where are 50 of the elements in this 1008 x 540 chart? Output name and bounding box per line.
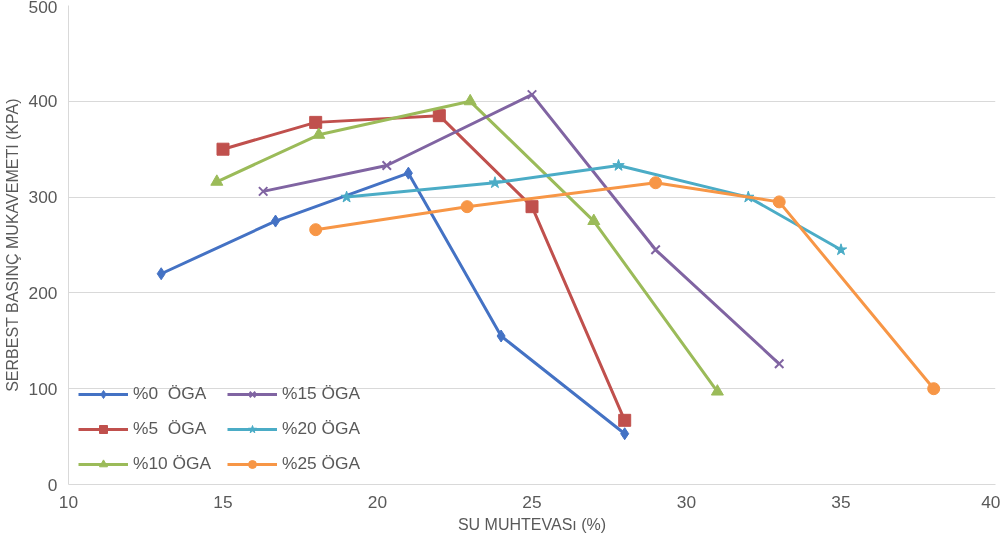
point — [927, 382, 941, 396]
point — [460, 200, 474, 214]
y-tick-label: 500 — [28, 0, 58, 17]
point — [834, 243, 848, 256]
x-axis-title: SU MUHTEVASı (%) — [457, 515, 607, 533]
point — [488, 176, 502, 189]
x-tick-label: 15 — [213, 491, 233, 512]
x-tick-label: 10 — [58, 491, 79, 512]
point — [773, 358, 785, 370]
point — [156, 267, 166, 281]
legend-label: %20 ÖGA — [282, 418, 361, 439]
y-axis-title: SERBEST BASINÇ MUKAVEMETI (KPA) — [3, 98, 21, 392]
point — [210, 174, 224, 186]
point — [612, 158, 625, 171]
y-tick-label: 200 — [28, 282, 58, 303]
legend-label: %10 ÖGA — [133, 453, 212, 474]
x-tick-label: 30 — [676, 491, 697, 512]
point — [257, 186, 269, 197]
point — [403, 166, 413, 180]
point — [710, 384, 724, 396]
point — [216, 142, 230, 156]
point — [463, 93, 477, 106]
point — [772, 195, 786, 209]
point — [618, 413, 632, 427]
legend-label: %0 ÖGA — [133, 383, 208, 404]
legend-label: %15 ÖGA — [282, 383, 361, 404]
point — [526, 89, 538, 100]
point — [620, 427, 630, 441]
y-tick-label: 400 — [28, 91, 58, 112]
point — [525, 200, 539, 214]
legend-label: %5 ÖGA — [133, 418, 208, 439]
legend-label: %25 ÖGA — [282, 453, 361, 474]
point — [587, 213, 601, 226]
x-tick-label: 40 — [981, 491, 1001, 512]
y-tick-label: 0 — [47, 474, 58, 495]
point — [649, 176, 663, 190]
point — [312, 127, 326, 139]
point — [309, 223, 323, 237]
point — [650, 244, 661, 256]
point — [432, 109, 446, 123]
x-tick-label: 35 — [831, 491, 851, 512]
point — [496, 329, 506, 343]
point — [271, 214, 281, 228]
point — [340, 190, 353, 203]
point — [381, 160, 393, 171]
x-tick-label: 25 — [522, 491, 542, 512]
y-tick-label: 100 — [28, 378, 58, 399]
y-tick-label: 300 — [28, 187, 58, 208]
point — [309, 115, 323, 129]
x-tick-label: 20 — [367, 491, 388, 512]
